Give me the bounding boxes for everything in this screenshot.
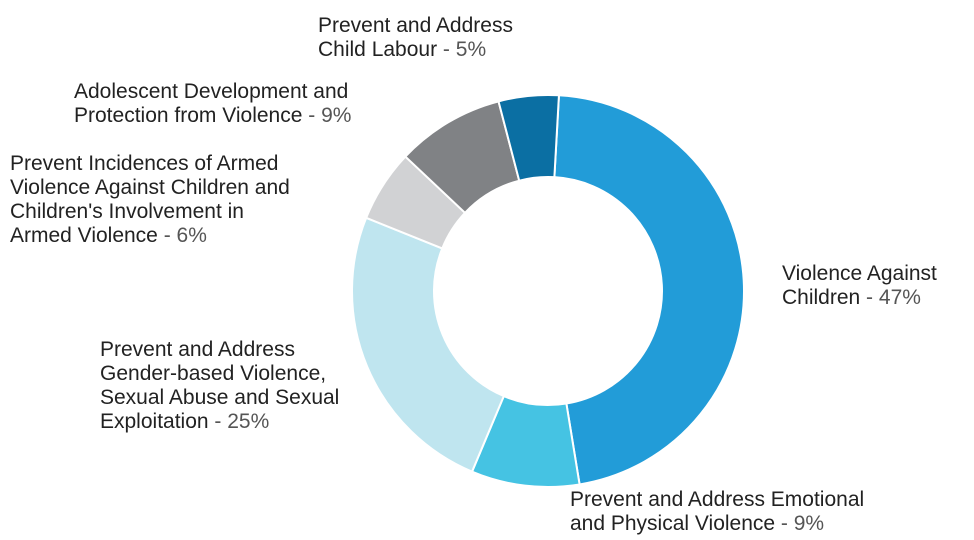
label-line: Adolescent Development and: [74, 80, 351, 104]
label-armed-violence: Prevent Incidences of Armed Violence Aga…: [10, 152, 290, 248]
label-separator: -: [437, 38, 456, 61]
label-percent: 47%: [879, 286, 921, 309]
label-emotional-physical-violence: Prevent and Address Emotional and Physic…: [570, 488, 864, 536]
label-line: Children: [782, 286, 860, 309]
label-line: Protection from Violence: [74, 104, 302, 127]
label-percent: 5%: [456, 38, 486, 61]
label-line: Prevent and Address: [100, 338, 339, 362]
label-separator: -: [158, 224, 177, 247]
label-line: Children's Involvement in: [10, 200, 290, 224]
label-line: Prevent and Address: [318, 14, 513, 38]
label-line: Armed Violence: [10, 224, 158, 247]
label-line: Gender-based Violence,: [100, 362, 339, 386]
label-violence-against-children: Violence Against Children - 47%: [782, 262, 937, 310]
label-line: Violence Against Children and: [10, 176, 290, 200]
label-separator: -: [860, 286, 879, 309]
label-separator: -: [209, 410, 228, 433]
label-line: Sexual Abuse and Sexual: [100, 386, 339, 410]
label-adolescent-development: Adolescent Development and Protection fr…: [74, 80, 351, 128]
label-separator: -: [775, 512, 794, 535]
label-child-labour: Prevent and Address Child Labour - 5%: [318, 14, 513, 62]
label-line: Exploitation: [100, 410, 209, 433]
slice-violence-against-children: [554, 95, 744, 484]
label-separator: -: [302, 104, 321, 127]
label-line: Prevent and Address Emotional: [570, 488, 864, 512]
label-percent: 9%: [794, 512, 824, 535]
label-line: Prevent Incidences of Armed: [10, 152, 290, 176]
slice-gender-based-violence: [352, 218, 504, 472]
label-percent: 6%: [177, 224, 207, 247]
label-gender-based-violence: Prevent and Address Gender-based Violenc…: [100, 338, 339, 434]
label-percent: 9%: [321, 104, 351, 127]
label-line: Violence Against: [782, 262, 937, 286]
label-line: and Physical Violence: [570, 512, 775, 535]
label-percent: 25%: [227, 410, 269, 433]
label-line: Child Labour: [318, 38, 437, 61]
